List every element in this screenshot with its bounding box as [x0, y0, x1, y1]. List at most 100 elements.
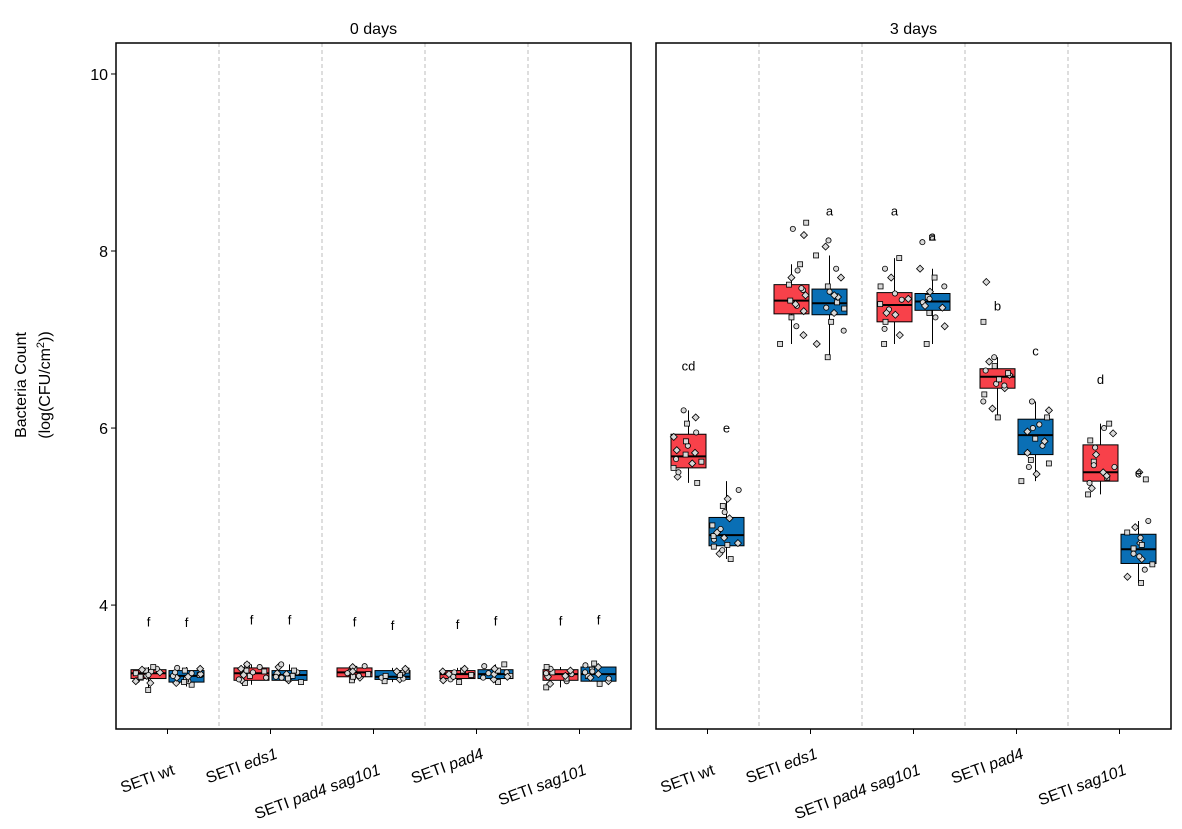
data-point: [582, 669, 589, 676]
data-point: [938, 303, 947, 312]
data-point: [675, 469, 682, 476]
data-point: [1036, 421, 1043, 428]
data-point: [682, 451, 689, 458]
data-point: [683, 438, 689, 445]
box-red: b: [979, 277, 1016, 421]
significance-letter: b: [994, 298, 1001, 313]
data-point: [680, 407, 687, 414]
data-point: [401, 664, 410, 673]
data-point: [298, 679, 304, 685]
data-point: [291, 667, 297, 674]
significance-letter: f: [185, 615, 189, 630]
box-red: f: [542, 613, 579, 691]
data-point: [397, 672, 403, 678]
significance-letter: a: [826, 204, 834, 219]
data-point: [926, 310, 933, 316]
data-point: [895, 331, 904, 340]
data-point: [1109, 429, 1118, 438]
y-axis: 4 6 8 10: [90, 67, 116, 615]
x-tick-label: SETI wt: [658, 762, 717, 797]
x-tick-label: SETI wt: [118, 762, 177, 797]
data-point: [735, 487, 742, 494]
data-point: [887, 273, 896, 282]
data-point: [789, 225, 796, 232]
data-point: [543, 670, 550, 677]
data-point: [825, 237, 832, 244]
data-point: [272, 673, 279, 680]
data-point: [881, 341, 888, 347]
data-point: [690, 448, 700, 457]
data-point: [693, 429, 700, 436]
x-tick-label: SETI eds1: [204, 746, 280, 788]
data-point: [991, 354, 998, 361]
box-blue: f: [168, 615, 205, 688]
data-point: [787, 273, 796, 282]
facet-panel-0: 0 days f f SETI wt f f SETI eds1 f f SETI pad4 sa…: [115, 21, 632, 823]
data-point: [830, 308, 839, 318]
box-red: a: [876, 204, 913, 347]
data-point: [1124, 529, 1131, 536]
data-point: [596, 680, 603, 687]
data-point: [1045, 460, 1052, 467]
data-point: [188, 681, 195, 688]
data-point: [174, 664, 181, 671]
data-point: [495, 679, 501, 685]
data-point: [904, 294, 913, 303]
data-point: [833, 265, 840, 272]
data-point: [450, 673, 457, 680]
data-point: [891, 310, 900, 319]
data-point: [920, 301, 930, 310]
data-point: [1090, 462, 1097, 469]
data-point: [1092, 450, 1101, 459]
significance-letter: f: [494, 613, 498, 628]
significance-letter: a: [929, 228, 937, 243]
data-point: [172, 678, 181, 688]
significance-letter: a: [891, 204, 899, 219]
data-point: [982, 277, 991, 287]
data-point: [438, 667, 447, 676]
data-point: [877, 301, 884, 308]
x-tick-label: SETI pad4: [409, 746, 486, 788]
data-point: [1029, 425, 1036, 432]
data-point: [797, 261, 804, 268]
data-point: [994, 414, 1001, 421]
data-point: [1025, 463, 1032, 470]
data-point: [724, 541, 731, 548]
data-point: [392, 667, 401, 676]
data-point: [1032, 470, 1041, 479]
data-point: [594, 670, 603, 679]
data-point: [923, 341, 930, 347]
data-point: [1138, 580, 1144, 586]
data-point: [813, 252, 819, 259]
data-point: [589, 668, 596, 675]
data-point: [348, 667, 357, 676]
data-point: [727, 556, 734, 562]
data-point: [582, 662, 589, 669]
box-blue: a: [811, 204, 848, 361]
data-point: [988, 404, 997, 413]
data-point: [929, 234, 935, 241]
data-point: [131, 677, 140, 686]
data-point: [543, 684, 550, 691]
significance-letter: e: [723, 420, 730, 435]
data-point: [698, 458, 705, 465]
data-point: [1087, 484, 1096, 493]
data-point: [246, 672, 253, 679]
data-point: [605, 675, 612, 682]
data-point: [132, 670, 139, 677]
data-point: [801, 291, 810, 300]
data-point: [1131, 523, 1140, 532]
data-point: [830, 291, 839, 300]
data-point: [1142, 476, 1149, 483]
data-point: [881, 325, 888, 332]
data-point: [1028, 398, 1035, 405]
data-point: [733, 539, 742, 548]
data-point: [181, 679, 187, 685]
data-point: [673, 456, 680, 463]
box-iqr: [1082, 444, 1119, 482]
data-point: [145, 687, 152, 693]
data-point: [823, 304, 830, 311]
box-red: f: [233, 613, 270, 686]
data-point: [1005, 370, 1011, 377]
box-red: d: [1082, 372, 1119, 498]
